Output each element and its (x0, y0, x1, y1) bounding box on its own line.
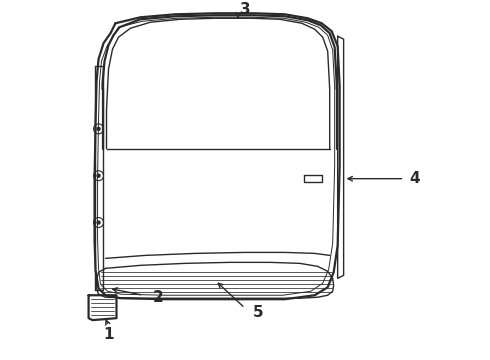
Text: 2: 2 (152, 290, 163, 305)
Circle shape (97, 174, 100, 177)
Text: 5: 5 (253, 305, 264, 320)
Circle shape (97, 221, 100, 224)
Circle shape (97, 127, 100, 130)
Text: 1: 1 (103, 327, 114, 342)
Text: 4: 4 (409, 171, 420, 186)
Text: 3: 3 (240, 2, 251, 17)
